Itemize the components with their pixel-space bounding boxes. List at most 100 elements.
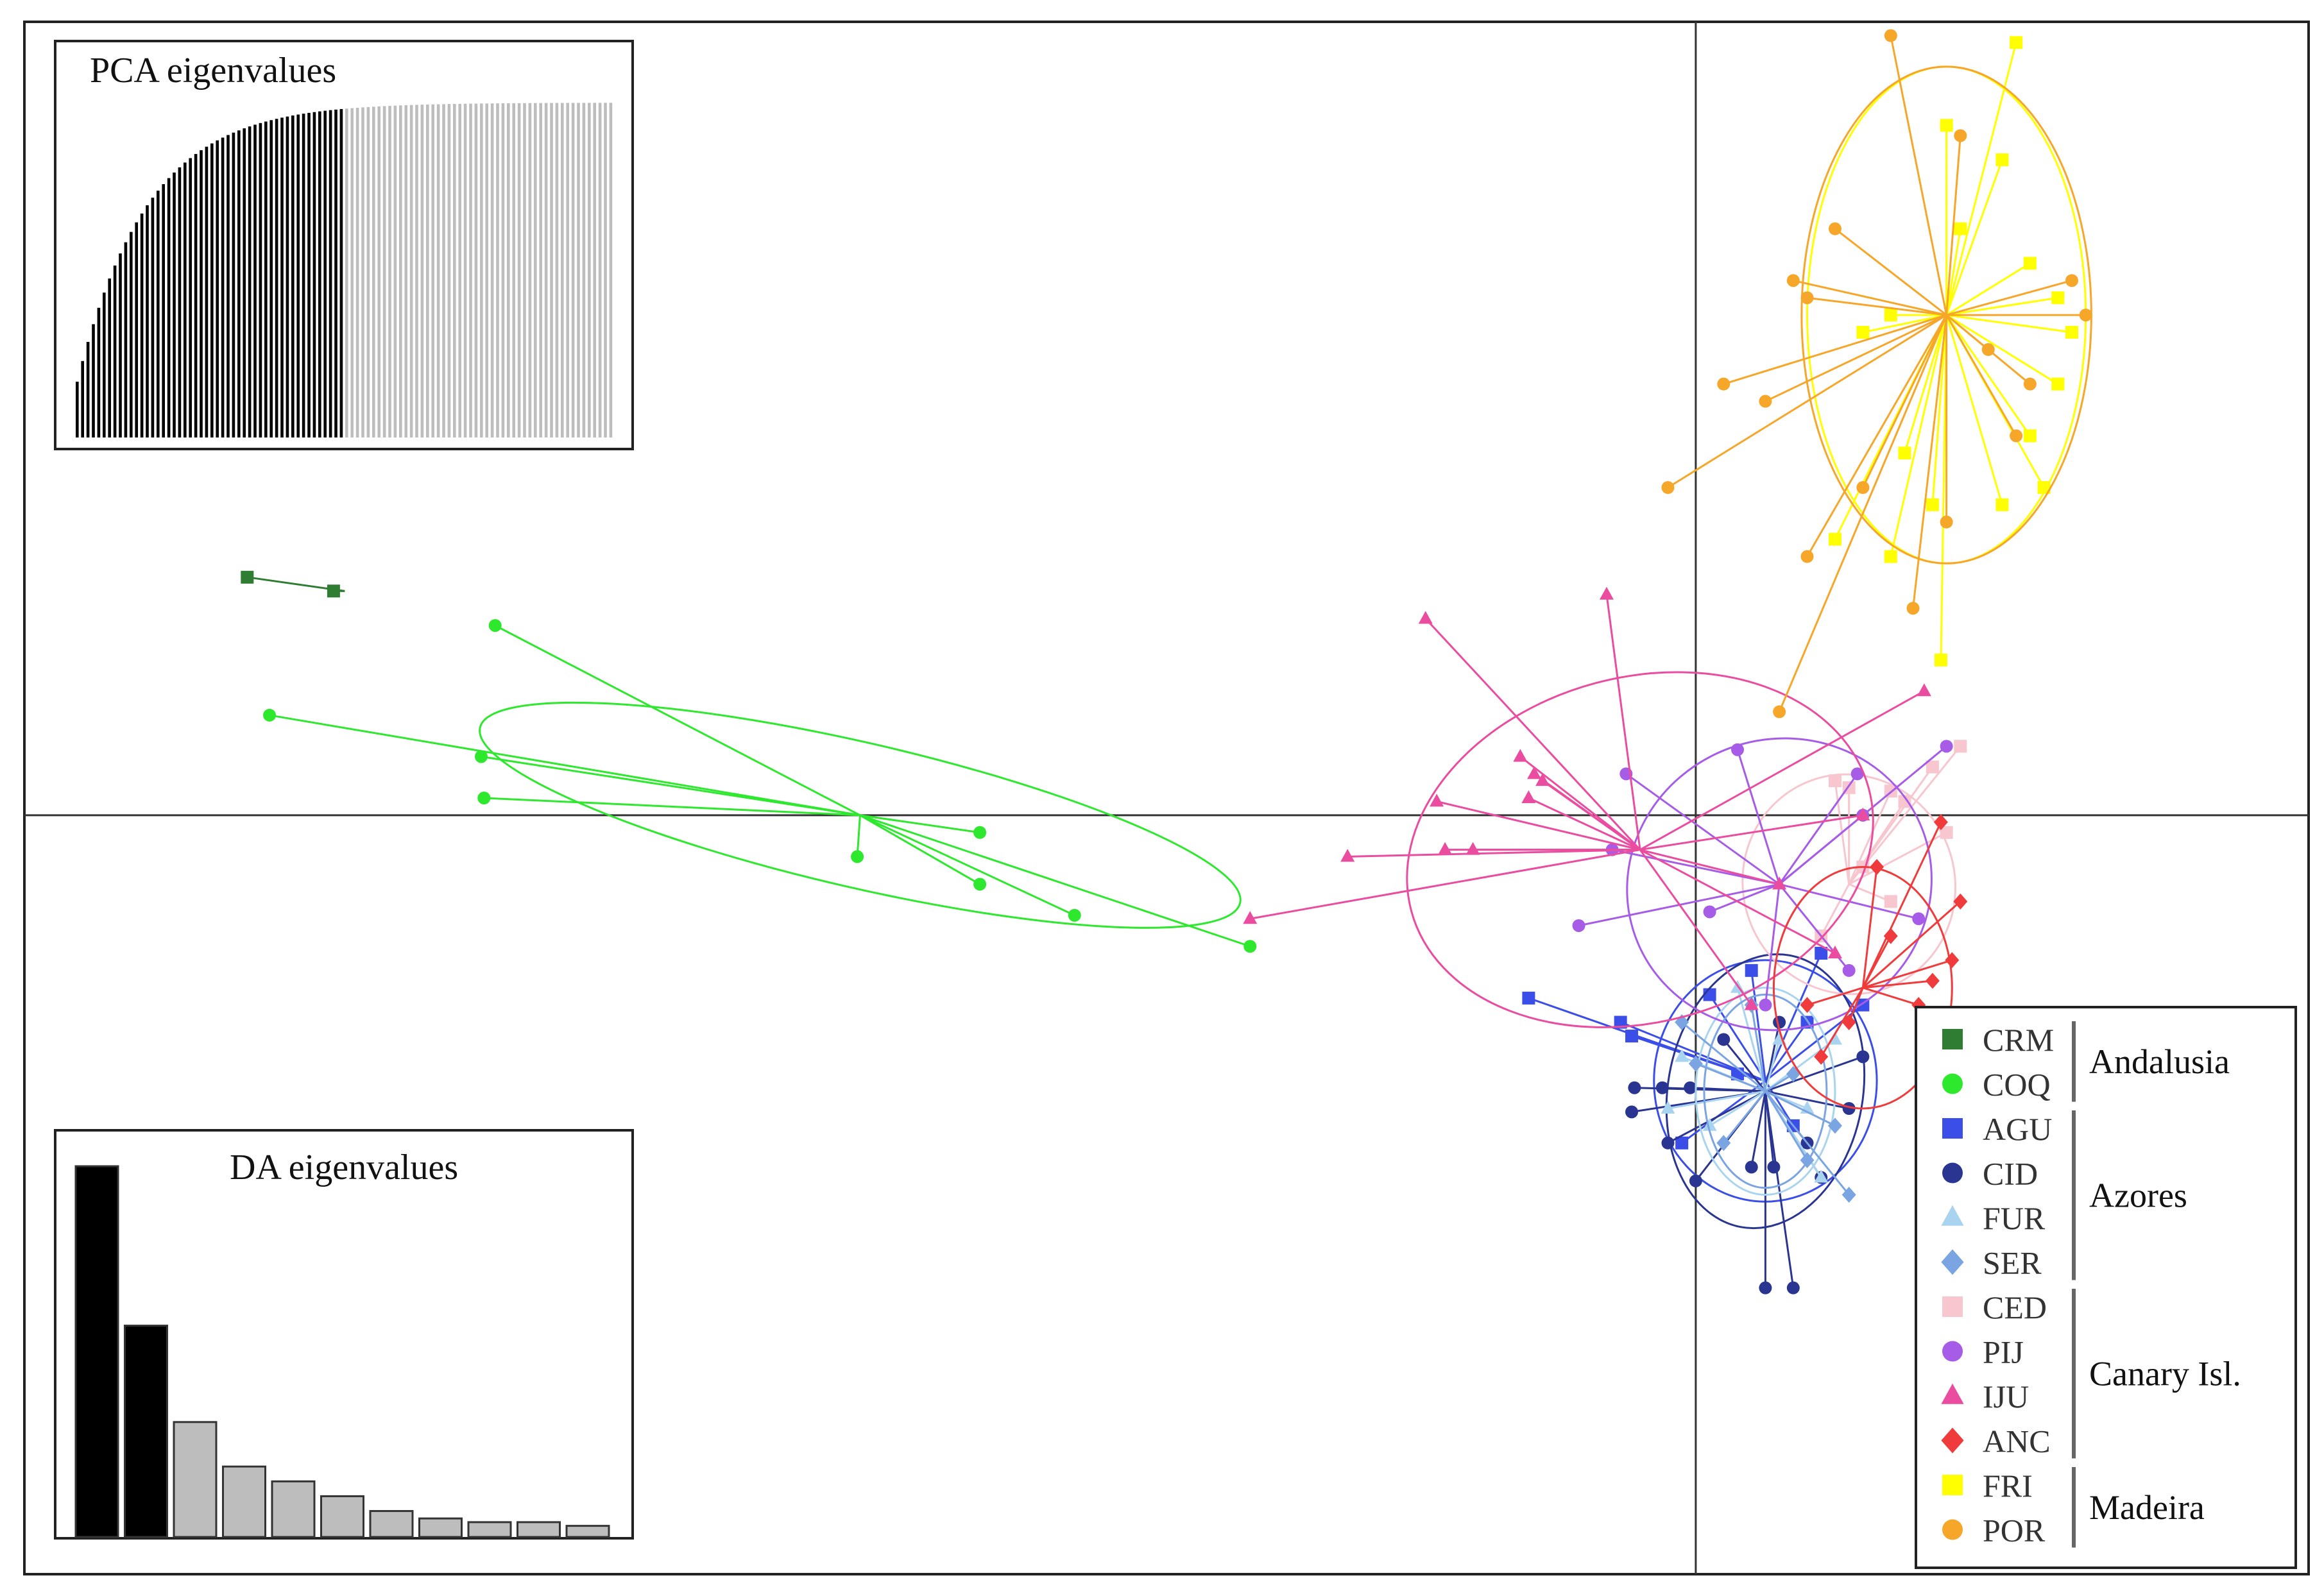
point-crm (241, 570, 254, 584)
pca-bar (598, 103, 602, 438)
legend-region-azores: Azores (2072, 1110, 2187, 1280)
legend-label-anc: ANC (1983, 1423, 2051, 1459)
spoke-pij (1779, 814, 1864, 885)
pca-bar (426, 104, 429, 437)
legend-entry-fri: FRI (1942, 1468, 2033, 1504)
pca-bar (97, 307, 101, 437)
pca-bar (593, 103, 597, 438)
point-anc (1925, 972, 1940, 989)
spoke-coq (860, 814, 980, 834)
pca-bar (157, 191, 160, 437)
point-fri (2051, 291, 2065, 305)
pca-bar (189, 158, 192, 437)
pca-bar (485, 103, 489, 437)
pca-bar (350, 108, 354, 438)
ellipse-anc (1772, 866, 1953, 1110)
spoke-fur (1668, 1090, 1766, 1110)
point-cid (1684, 1081, 1697, 1094)
pca-bar (194, 154, 198, 437)
spoke-coq (856, 815, 861, 857)
point-por (2065, 274, 2078, 287)
pca-bar (329, 110, 332, 437)
spoke-pij (1625, 773, 1780, 885)
point-coq (475, 750, 488, 763)
pca-bar (264, 121, 268, 438)
point-coq (851, 850, 864, 863)
point-ced (1954, 740, 1967, 753)
point-por (1786, 274, 1800, 287)
pca-bar (555, 103, 559, 438)
legend-entry-pij: PIJ (1942, 1334, 2024, 1370)
pca-bar (86, 341, 90, 437)
spoke-ced (1848, 790, 1892, 885)
pca-bar (566, 103, 570, 438)
point-iju (1438, 842, 1453, 855)
spoke-pij (1736, 749, 1781, 885)
pca-bar (382, 106, 386, 437)
legend-label-crm: CRM (1983, 1022, 2054, 1058)
point-iju (1527, 766, 1542, 779)
scatter-layer (241, 29, 2092, 1295)
point-fri (1995, 153, 2009, 167)
point-cid (1625, 1105, 1639, 1119)
pca-bar (248, 126, 252, 438)
point-por (2079, 309, 2092, 322)
pca-bar (480, 103, 483, 438)
spoke-cid (1723, 1039, 1766, 1092)
point-iju (1340, 849, 1355, 862)
point-iju (1535, 773, 1550, 786)
legend-region-canary-isl: Canary Isl. (2072, 1289, 2241, 1459)
pca-bar (275, 119, 278, 438)
pca-bar (178, 167, 182, 437)
pca-bar (431, 104, 435, 437)
pca-bar (200, 150, 203, 438)
point-anc (1883, 928, 1898, 944)
da-bar (74, 1165, 119, 1538)
point-fri (1856, 326, 1870, 339)
pca-bar (318, 111, 321, 438)
spoke-fri (1945, 314, 2031, 437)
point-pij (1759, 998, 1772, 1012)
pca-bar (490, 103, 494, 437)
pca-bar (409, 105, 413, 437)
pca-bar (512, 103, 516, 437)
legend-entry-fur: FUR (1941, 1200, 2046, 1236)
pca-bar (561, 103, 564, 437)
pca-bar (296, 114, 300, 437)
legend-region-label: Andalusia (2089, 1042, 2230, 1081)
point-pij (1731, 743, 1744, 756)
pca-bar (496, 103, 499, 437)
point-anc (1933, 814, 1948, 831)
spoke-fri (1945, 314, 2003, 505)
group-crm (241, 570, 345, 598)
spoke-anc (1863, 980, 1933, 989)
legend-marker-agu (1942, 1118, 1963, 1139)
point-coq (973, 826, 987, 839)
spoke-fri (1863, 314, 1947, 334)
da-bars (74, 1165, 610, 1538)
spoke-fri (1945, 314, 2059, 385)
legend-label-ser: SER (1983, 1245, 2042, 1281)
point-ced (1898, 795, 1911, 808)
pca-bar (312, 112, 316, 438)
spoke-ser (1764, 1090, 1836, 1127)
spoke-fri (1904, 314, 1948, 454)
point-por (1717, 377, 1730, 391)
point-fri (1934, 653, 1947, 666)
point-cid (1655, 1081, 1669, 1094)
point-coq (973, 878, 987, 891)
point-pij (1850, 767, 1864, 781)
spoke-fri (1946, 296, 2058, 316)
point-fur (1702, 1117, 1717, 1131)
pca-bar (232, 132, 235, 438)
point-agu (1675, 1136, 1689, 1150)
pca-bar (151, 198, 155, 437)
legend-marker-ced (1942, 1296, 1963, 1317)
pca-bar (146, 205, 149, 437)
spoke-cid (1690, 1087, 1766, 1092)
point-coq (263, 708, 277, 722)
point-anc (1953, 893, 1968, 910)
pca-bar (269, 120, 273, 438)
da-bar (124, 1325, 168, 1538)
spoke-por (1667, 314, 1947, 489)
